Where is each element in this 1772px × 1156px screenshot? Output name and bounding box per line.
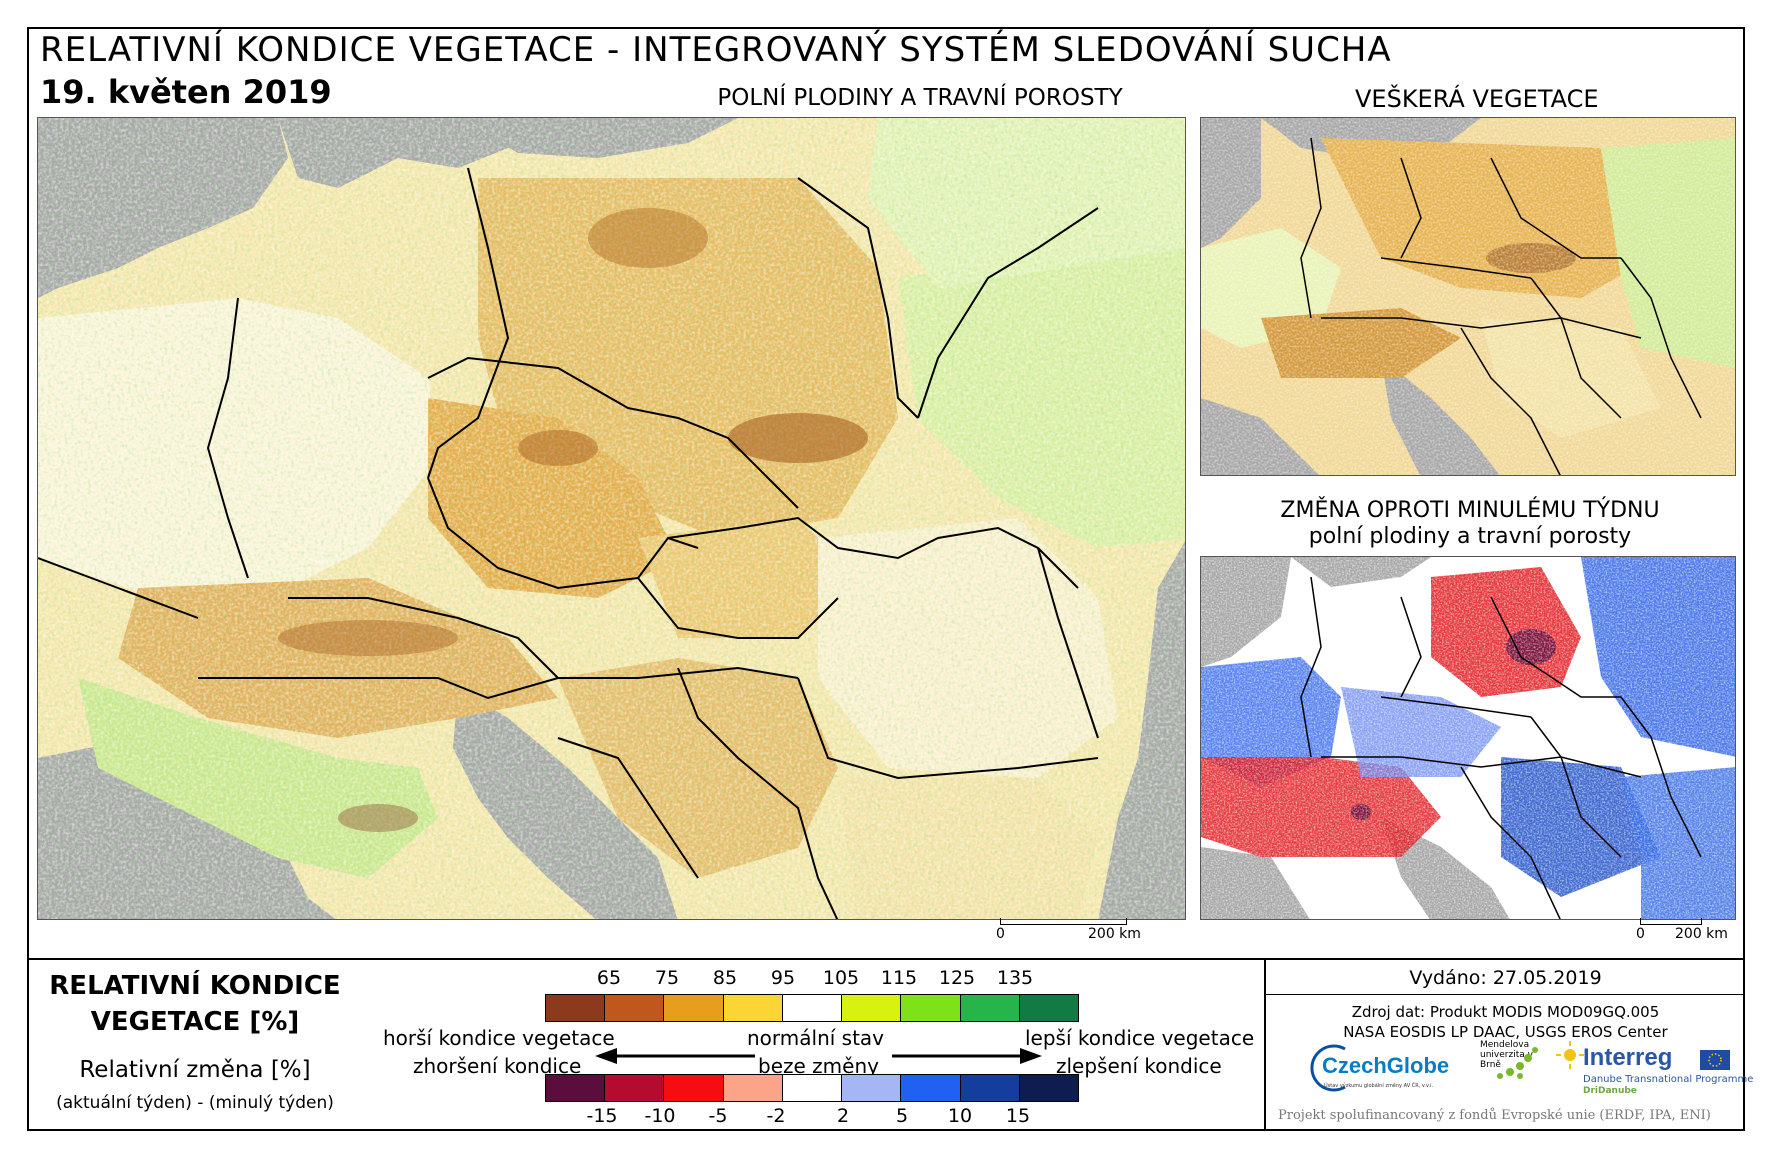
condition-color-swatch — [782, 995, 843, 1021]
change-color-swatch — [901, 1075, 961, 1101]
change-tick: -2 — [766, 1105, 786, 1127]
interreg-subtext: Danube Transnational Programme — [1583, 1074, 1754, 1085]
change-ticks: -15 -10 -5 -2 2 5 10 15 — [0, 1105, 1100, 1129]
mendel-text: Mendelova univerzita v Brně — [1480, 1040, 1533, 1070]
hotspot-silesia — [728, 413, 868, 463]
main-map-title: POLNÍ PLODINY A TRAVNÍ POROSTY — [717, 85, 1123, 111]
hotspot-bohemia — [518, 430, 598, 466]
change-color-swatch — [723, 1075, 783, 1101]
condition-tick: 135 — [996, 967, 1034, 989]
all-vegetation-title: VEŠKERÁ VEGETACE — [1355, 85, 1599, 113]
all-vegetation-map-svg — [1201, 118, 1735, 475]
scale-bar-line — [1640, 918, 1702, 925]
condition-tick: 125 — [938, 967, 976, 989]
issued-separator — [1264, 994, 1745, 995]
source-line1: Zdroj dat: Produkt MODIS MOD09GQ.005 — [1351, 1003, 1660, 1021]
all-vegetation-map — [1200, 117, 1736, 476]
czechglobe-subtext: Ústav výzkumu globální změny AV ČR, v.v.… — [1324, 1083, 1434, 1089]
change-tick: 15 — [1005, 1105, 1031, 1127]
czechglobe-icon — [1310, 1044, 1346, 1092]
czechglobe-logo: CzechGlobe Ústav výzkumu globální změny … — [1310, 1043, 1465, 1103]
change-tick: 5 — [895, 1105, 909, 1127]
interreg-logo: Interreg Danube Transnational Programme … — [1555, 1040, 1753, 1100]
change-color-swatch — [960, 1075, 1020, 1101]
condition-color-swatch — [546, 995, 606, 1021]
condition-ticks: 65 75 85 95 105 115 125 135 — [0, 967, 1100, 991]
condition-tick: 85 — [712, 967, 738, 989]
condition-color-swatch — [605, 995, 665, 1021]
page-title: RELATIVNÍ KONDICE VEGETACE - INTEGROVANÝ… — [40, 30, 1392, 70]
change-color-swatch — [605, 1075, 665, 1101]
change-color-swatch — [842, 1075, 902, 1101]
worse-label: horší kondice vegetace — [383, 1026, 615, 1050]
change-color-swatch — [782, 1075, 843, 1101]
scale-km-label: 200 km — [1675, 926, 1728, 942]
change-color-swatch — [546, 1075, 606, 1101]
change-tick: -15 — [586, 1105, 618, 1127]
sun-icon — [1556, 1041, 1584, 1069]
scale-bar-line — [1000, 918, 1127, 925]
legend-title-line1: RELATIVNÍ KONDICE — [49, 971, 341, 1001]
hotspot-italy — [338, 804, 418, 832]
legend-separator — [27, 958, 1745, 960]
change-tick: -5 — [708, 1105, 728, 1127]
country-borders — [38, 167, 1099, 919]
pixel-speckle — [1201, 557, 1735, 919]
scale-km-label: 200 km — [1088, 926, 1141, 942]
condition-tick: 95 — [770, 967, 796, 989]
normal-label: normální stav — [747, 1026, 885, 1050]
source-line2: NASA EOSDIS LP DAAC, USGS EROS Center — [1343, 1023, 1668, 1041]
interreg-text: Interreg — [1583, 1044, 1673, 1071]
issued-date: Vydáno: 27.05.2019 — [1409, 967, 1602, 989]
eu-flag-icon — [1700, 1050, 1730, 1070]
change-tick: 2 — [836, 1105, 850, 1127]
czechglobe-text: CzechGlobe — [1322, 1053, 1450, 1078]
date-label: 19. květen 2019 — [40, 73, 332, 111]
pixel-speckle — [1201, 118, 1735, 475]
condition-color-swatch — [723, 995, 783, 1021]
legend-title-line2: VEGETACE [%] — [90, 1007, 300, 1037]
mendel-dots-icon — [1497, 1047, 1538, 1079]
country-borders — [1300, 576, 1702, 919]
condition-tick: 115 — [880, 967, 918, 989]
country-borders — [1300, 137, 1702, 475]
change-legend-title: Relativní změna [%] — [79, 1057, 311, 1083]
change-scale-bar: 0 200 km — [1636, 918, 1740, 948]
info-separator — [1264, 958, 1266, 1131]
change-map — [1200, 556, 1736, 920]
change-map-subtitle: polní plodiny a travní porosty — [1308, 524, 1632, 549]
condition-color-swatch — [1019, 995, 1078, 1021]
change-legend-subtitle: (aktuální týden) - (minulý týden) — [56, 1093, 334, 1113]
better-label: lepší kondice vegetace — [1025, 1026, 1255, 1050]
funding-footer: Projekt spolufinancovaný z fondů Evropsk… — [1278, 1108, 1711, 1123]
change-color-swatch — [1019, 1075, 1078, 1101]
scale-zero-label: 0 — [1636, 926, 1645, 942]
condition-color-swatch — [664, 995, 724, 1021]
change-color-ramp — [545, 1074, 1079, 1102]
mendel-logo: Mendelova univerzita v Brně — [1480, 1040, 1550, 1100]
change-color-swatch — [664, 1075, 724, 1101]
change-tick: 10 — [947, 1105, 973, 1127]
change-tick: -10 — [644, 1105, 676, 1127]
hotspot-pomerania — [588, 208, 708, 268]
improving-label: zlepšení kondice — [1056, 1054, 1222, 1078]
condition-color-swatch — [842, 995, 902, 1021]
change-map-svg — [1201, 557, 1735, 919]
condition-tick: 65 — [596, 967, 622, 989]
condition-color-ramp — [545, 994, 1079, 1022]
right-arrow-icon — [892, 1048, 1042, 1064]
condition-color-swatch — [901, 995, 961, 1021]
condition-tick: 105 — [822, 967, 860, 989]
condition-tick: 75 — [654, 967, 680, 989]
change-map-title: ZMĚNA OPROTI MINULÉMU TÝDNU — [1280, 498, 1660, 523]
main-scale-bar: 0 200 km — [996, 918, 1141, 948]
scale-zero-label: 0 — [996, 926, 1005, 942]
hotspot-alps — [278, 620, 458, 656]
interreg-subtext2: DriDanube — [1583, 1086, 1637, 1096]
left-arrow-icon — [595, 1048, 755, 1064]
condition-color-swatch — [960, 995, 1020, 1021]
main-map — [37, 117, 1186, 920]
main-map-svg — [38, 118, 1185, 919]
